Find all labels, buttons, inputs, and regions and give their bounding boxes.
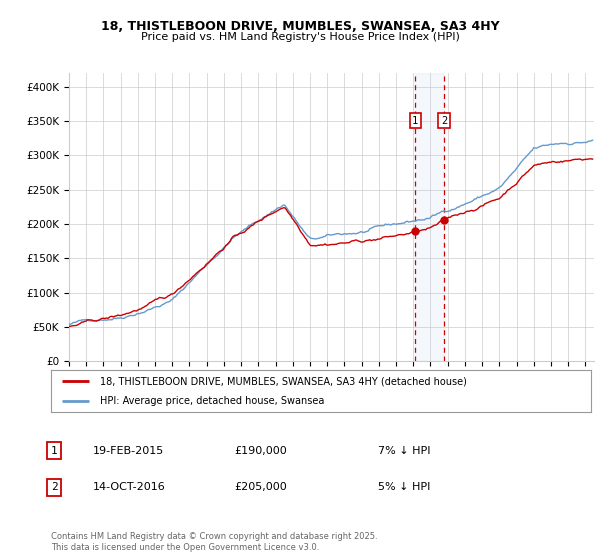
Text: £205,000: £205,000: [234, 482, 287, 492]
Text: 14-OCT-2016: 14-OCT-2016: [93, 482, 166, 492]
Text: 18, THISTLEBOON DRIVE, MUMBLES, SWANSEA, SA3 4HY (detached house): 18, THISTLEBOON DRIVE, MUMBLES, SWANSEA,…: [100, 376, 466, 386]
Text: 18, THISTLEBOON DRIVE, MUMBLES, SWANSEA, SA3 4HY: 18, THISTLEBOON DRIVE, MUMBLES, SWANSEA,…: [101, 20, 499, 32]
Text: £190,000: £190,000: [234, 446, 287, 456]
Text: 2: 2: [441, 116, 447, 126]
Text: 7% ↓ HPI: 7% ↓ HPI: [378, 446, 431, 456]
Text: Contains HM Land Registry data © Crown copyright and database right 2025.
This d: Contains HM Land Registry data © Crown c…: [51, 532, 377, 552]
Text: HPI: Average price, detached house, Swansea: HPI: Average price, detached house, Swan…: [100, 396, 324, 406]
Bar: [415, 73, 444, 361]
Text: 1: 1: [412, 116, 418, 126]
Text: 2: 2: [50, 482, 58, 492]
Text: 19-FEB-2015: 19-FEB-2015: [93, 446, 164, 456]
Text: 1: 1: [50, 446, 58, 456]
Text: 5% ↓ HPI: 5% ↓ HPI: [378, 482, 430, 492]
Text: Price paid vs. HM Land Registry's House Price Index (HPI): Price paid vs. HM Land Registry's House …: [140, 32, 460, 43]
